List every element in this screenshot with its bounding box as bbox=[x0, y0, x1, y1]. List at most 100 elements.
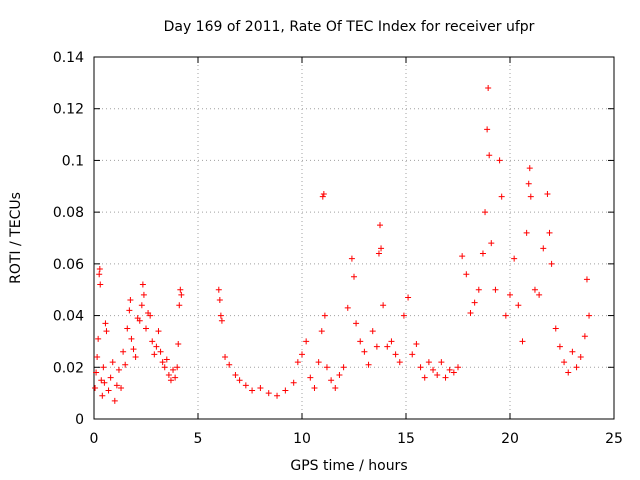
data-point bbox=[149, 338, 156, 345]
data-point bbox=[99, 392, 106, 399]
data-point bbox=[128, 335, 135, 342]
data-point bbox=[384, 343, 391, 350]
data-point bbox=[101, 379, 108, 386]
data-point bbox=[96, 266, 103, 273]
data-point bbox=[274, 392, 281, 399]
x-tick-label: 15 bbox=[397, 431, 415, 447]
y-tick-label: 0.14 bbox=[53, 50, 84, 66]
data-point bbox=[319, 193, 326, 200]
data-point bbox=[421, 374, 428, 381]
data-point bbox=[340, 364, 347, 371]
data-point bbox=[323, 364, 330, 371]
data-point bbox=[103, 328, 110, 335]
data-point bbox=[409, 351, 416, 358]
data-point bbox=[226, 361, 233, 368]
data-point bbox=[236, 377, 243, 384]
x-axis-label: GPS time / hours bbox=[290, 458, 407, 474]
data-point bbox=[475, 286, 482, 293]
data-point bbox=[583, 276, 590, 283]
data-point bbox=[139, 281, 146, 288]
data-point bbox=[170, 366, 177, 373]
data-point bbox=[471, 299, 478, 306]
data-point bbox=[120, 348, 127, 355]
data-point bbox=[176, 302, 183, 309]
data-point bbox=[417, 364, 424, 371]
data-point bbox=[315, 359, 322, 366]
data-point bbox=[488, 240, 495, 247]
data-point bbox=[175, 341, 182, 348]
data-point bbox=[369, 328, 376, 335]
data-point bbox=[311, 384, 318, 391]
data-point bbox=[459, 253, 466, 260]
data-point bbox=[282, 387, 289, 394]
data-point bbox=[118, 384, 125, 391]
x-axis-ticks: 0 5 10 15 20 25 bbox=[90, 57, 623, 447]
y-tick-label: 0.1 bbox=[62, 153, 84, 169]
y-axis-ticks: 0 0.02 0.04 0.06 0.08 0.1 0.12 0.14 bbox=[53, 50, 614, 428]
data-point bbox=[377, 222, 383, 229]
x-tick-label: 20 bbox=[501, 431, 519, 447]
y-tick-label: 0 bbox=[75, 412, 84, 428]
data-point bbox=[132, 353, 139, 360]
data-point bbox=[136, 317, 143, 324]
data-point bbox=[109, 359, 116, 366]
data-point bbox=[174, 364, 181, 371]
data-point bbox=[130, 346, 137, 353]
data-point bbox=[97, 281, 104, 288]
data-point bbox=[396, 359, 403, 366]
data-point bbox=[138, 302, 145, 309]
data-point bbox=[126, 307, 133, 314]
data-point bbox=[569, 348, 576, 355]
data-point bbox=[153, 343, 160, 350]
data-point bbox=[127, 297, 134, 304]
data-point bbox=[93, 369, 100, 376]
data-point bbox=[392, 351, 399, 358]
data-point bbox=[140, 291, 147, 298]
data-point bbox=[307, 374, 314, 381]
data-point bbox=[94, 353, 101, 360]
data-point bbox=[265, 390, 272, 397]
data-point bbox=[299, 351, 305, 358]
data-point bbox=[527, 193, 534, 200]
data-point bbox=[388, 338, 395, 345]
data-point bbox=[165, 372, 172, 379]
data-point bbox=[365, 361, 372, 368]
data-point bbox=[217, 312, 224, 319]
data-point bbox=[536, 291, 543, 298]
data-point bbox=[463, 271, 470, 278]
x-tick-label: 25 bbox=[605, 431, 623, 447]
data-point bbox=[328, 377, 335, 384]
data-point bbox=[467, 309, 474, 316]
data-point bbox=[143, 325, 149, 332]
data-point bbox=[96, 271, 103, 278]
data-point bbox=[375, 250, 382, 257]
data-point bbox=[380, 302, 387, 309]
data-point bbox=[425, 359, 432, 366]
data-point bbox=[336, 372, 343, 379]
y-axis-label: ROTI / TECUs bbox=[8, 192, 24, 284]
data-point bbox=[167, 377, 174, 384]
data-point bbox=[321, 312, 328, 319]
data-point bbox=[172, 374, 179, 381]
data-point bbox=[519, 338, 526, 345]
data-point bbox=[332, 384, 339, 391]
data-point bbox=[178, 291, 185, 298]
data-point bbox=[498, 193, 505, 200]
data-point bbox=[95, 335, 102, 342]
data-point bbox=[177, 286, 184, 293]
data-point bbox=[147, 312, 154, 319]
data-point bbox=[482, 209, 489, 216]
data-point bbox=[430, 366, 437, 373]
data-point bbox=[442, 374, 449, 381]
data-points bbox=[92, 85, 593, 404]
y-tick-label: 0.12 bbox=[53, 102, 84, 118]
data-point bbox=[544, 191, 551, 198]
y-tick-label: 0.08 bbox=[53, 205, 84, 221]
data-point bbox=[351, 273, 357, 280]
data-point bbox=[496, 157, 503, 164]
data-point bbox=[344, 304, 351, 311]
data-point bbox=[455, 364, 461, 371]
data-point bbox=[556, 343, 563, 350]
data-point bbox=[157, 348, 164, 355]
